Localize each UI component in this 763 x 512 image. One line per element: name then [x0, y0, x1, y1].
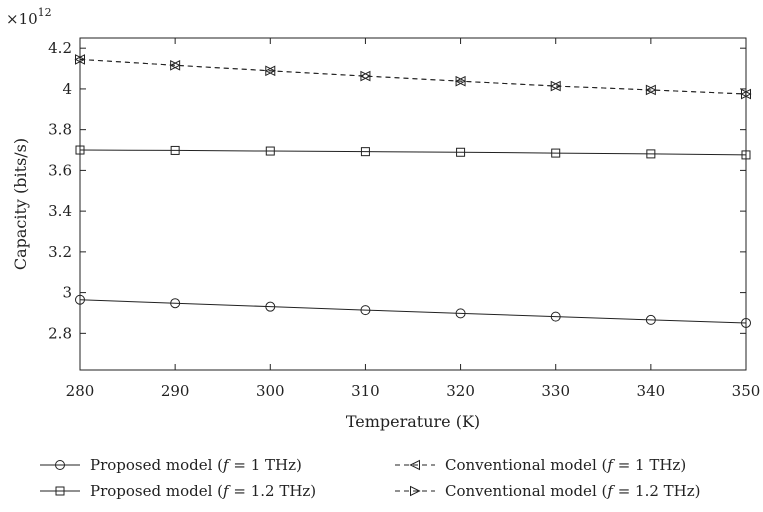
x-tick-label: 350	[732, 382, 761, 400]
legend-label: Proposed model (f = 1.2 THz)	[90, 482, 316, 500]
legend-label-variable: f	[606, 456, 615, 474]
data-point-circle	[265, 301, 276, 312]
data-point-circle	[550, 311, 561, 322]
data-point-triangle-right	[265, 65, 276, 77]
data-point-triangle-right	[360, 70, 372, 82]
legend-item-3: Conventional model (f = 1 THz)	[395, 456, 686, 474]
data-point-triangle-right	[170, 59, 181, 71]
data-point-circle	[645, 314, 656, 325]
series-layer	[74, 54, 752, 328]
data-point-circle	[455, 308, 466, 319]
x-tick-label: 290	[161, 382, 190, 400]
legend-marker-square	[55, 486, 65, 496]
y-tick-label: 3.8	[48, 121, 72, 139]
data-point-triangle-right	[550, 80, 562, 92]
legend-label: Conventional model (f = 1.2 THz)	[445, 482, 701, 500]
x-tick-label: 310	[351, 382, 380, 400]
legend-marker-triangle-right	[410, 485, 421, 497]
series-line	[79, 149, 747, 156]
series-1	[75, 294, 751, 328]
x-axis-label: Temperature (K)	[346, 412, 480, 431]
legend-marker-circle	[55, 460, 65, 470]
x-tick-label: 330	[541, 382, 570, 400]
y-tick-label: 3.2	[48, 243, 72, 261]
series-2	[75, 145, 751, 160]
y-multiplier-label: ×1012	[6, 6, 52, 28]
legend-label-prefix: Conventional model (	[445, 456, 607, 474]
legend-label-variable: f	[222, 456, 231, 474]
data-point-square	[741, 150, 751, 160]
legend-label-prefix: Proposed model (	[90, 482, 223, 500]
data-point-circle	[75, 294, 85, 305]
legend-item-2: Proposed model (f = 1.2 THz)	[40, 482, 316, 500]
x-tick-label: 320	[446, 382, 475, 400]
data-point-square	[551, 148, 561, 158]
data-point-circle	[170, 298, 181, 309]
series-line	[79, 299, 747, 324]
data-point-triangle-right	[645, 84, 657, 96]
x-tick-label: 340	[637, 382, 666, 400]
plot-frame	[79, 37, 747, 371]
y-tick-label: 4	[62, 80, 72, 98]
legend-label: Conventional model (f = 1 THz)	[445, 456, 686, 474]
legend-label-prefix: Proposed model (	[90, 456, 223, 474]
legend-marker-triangle-left	[409, 459, 420, 471]
x-tick-label: 280	[66, 382, 95, 400]
y-tick-label: 2.8	[48, 324, 72, 342]
series-3	[74, 54, 751, 100]
legend-label: Proposed model (f = 1 THz)	[90, 456, 302, 474]
data-point-square	[265, 146, 275, 156]
data-point-square	[360, 147, 370, 157]
data-point-triangle-right	[75, 54, 86, 65]
legend-label-variable: f	[222, 482, 231, 500]
data-point-triangle-right	[741, 88, 752, 100]
y-tick-label: 3.4	[48, 202, 72, 220]
legend-label-prefix: Conventional model (	[445, 482, 607, 500]
series-4	[75, 54, 752, 100]
series-line	[79, 58, 747, 95]
data-point-square	[75, 145, 85, 155]
legend: Proposed model (f = 1 THz)Proposed model…	[40, 456, 701, 500]
data-point-triangle-right	[455, 75, 467, 87]
legend-item-4: Conventional model (f = 1.2 THz)	[395, 482, 701, 500]
legend-label-suffix: = 1.2 THz)	[229, 482, 317, 500]
y-multiplier-base: ×10	[6, 10, 38, 28]
data-point-circle	[741, 317, 751, 328]
legend-label-suffix: = 1.2 THz)	[613, 482, 701, 500]
axes: 280 290 300 310 320 330 340 350 2.8 3 3.2 3.4 3.6 3.8…	[6, 6, 760, 431]
legend-label-variable: f	[606, 482, 615, 500]
y-tick-label: 4.2	[48, 39, 72, 57]
data-point-circle	[360, 305, 371, 316]
data-point-square	[646, 149, 656, 159]
data-point-square	[170, 145, 180, 155]
legend-label-suffix: = 1 THz)	[229, 456, 302, 474]
y-tick-label: 3.6	[48, 161, 72, 179]
legend-label-suffix: = 1 THz)	[613, 456, 686, 474]
y-axis-label: Capacity (bits/s)	[11, 138, 30, 270]
x-tick-label: 300	[256, 382, 285, 400]
legend-item-1: Proposed model (f = 1 THz)	[40, 456, 302, 474]
y-multiplier-exponent: 12	[38, 6, 52, 19]
data-point-square	[456, 147, 466, 157]
y-tick-label: 3	[62, 284, 72, 302]
